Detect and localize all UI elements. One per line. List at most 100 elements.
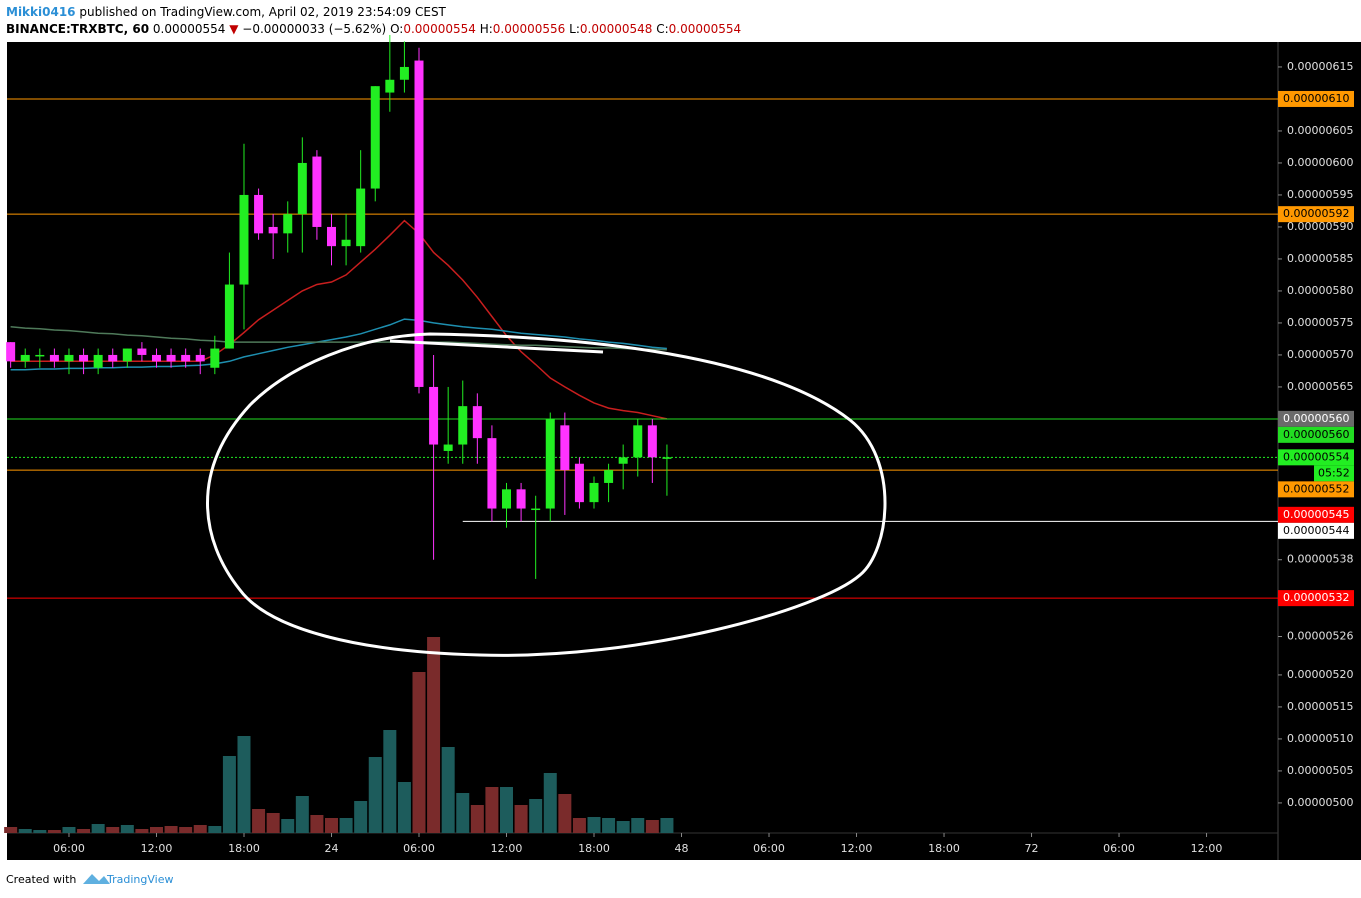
annotation [206, 332, 887, 657]
candle-body [137, 348, 147, 355]
candle-body [6, 342, 16, 362]
candle-body [35, 354, 45, 357]
x-tick-label: 12:00 [1191, 842, 1223, 855]
candle-body [443, 444, 453, 451]
volume-bar [33, 830, 47, 833]
down-arrow: ▼ [229, 22, 239, 36]
x-tick-label: 06:00 [53, 842, 85, 855]
published: published on TradingView.com, April 02, … [79, 5, 446, 19]
candle-body [166, 354, 176, 362]
y-tick-label: 0.00000600 [1287, 156, 1353, 169]
volume-bar [4, 827, 18, 833]
volume-bar [310, 815, 324, 833]
candle-body [268, 226, 278, 234]
price-label: 0.00000610 [1283, 92, 1349, 105]
price-label-box [1278, 522, 1354, 539]
high-label: H: [480, 22, 493, 36]
candle-body [662, 457, 672, 459]
volume-bar [164, 826, 178, 833]
candle-body [545, 418, 555, 509]
price-label-box [1278, 90, 1354, 107]
candle-body [20, 354, 30, 362]
volume-bar [397, 782, 411, 833]
volume-bar [631, 818, 645, 833]
volume-bar [470, 805, 484, 833]
candle-body [531, 508, 541, 511]
author[interactable]: Mikki0416 [6, 5, 76, 19]
candle-body [312, 156, 322, 227]
change: −0.00000033 (−5.62%) [242, 22, 386, 36]
candle-body [49, 354, 59, 362]
footer-created: Created with [6, 873, 76, 886]
candle-body [239, 194, 249, 285]
open: 0.00000554 [403, 22, 476, 36]
candle-body [93, 354, 103, 368]
volume-bar [485, 787, 499, 833]
candle-body [589, 482, 599, 503]
candle-body [181, 354, 191, 362]
volume-bar [149, 827, 163, 833]
candle-body [210, 348, 220, 368]
y-tick-label: 0.00000580 [1287, 284, 1353, 297]
volume-bar [602, 818, 616, 833]
x-tick-label: 72 [1025, 842, 1039, 855]
low: 0.00000548 [580, 22, 653, 36]
price-label: 0.00000560 [1283, 412, 1349, 425]
x-tick-label: 48 [675, 842, 689, 855]
candle-body [487, 438, 497, 509]
candle-body [283, 214, 293, 234]
price-label-box [1278, 206, 1354, 223]
price-label: 0.00000592 [1283, 207, 1349, 220]
symbol: BINANCE:TRXBTC, 60 [6, 22, 149, 36]
volume-bar [456, 793, 470, 833]
x-tick-label: 24 [324, 842, 338, 855]
volume-bar [616, 821, 630, 833]
candle-body [341, 239, 351, 247]
last-price: 0.00000554 [153, 22, 226, 36]
volume-bar [62, 827, 76, 833]
moving-average [10, 326, 667, 351]
countdown: 05:52 [1318, 466, 1350, 479]
y-tick-label: 0.00000590 [1287, 220, 1353, 233]
footer-brand[interactable]: TradingView [106, 873, 173, 886]
volume-bar [295, 796, 309, 833]
volume-bar [514, 805, 528, 833]
price-label: 0.00000554 [1283, 450, 1349, 463]
candle-body [151, 354, 161, 362]
y-tick-label: 0.00000515 [1287, 700, 1353, 713]
candle-body [618, 457, 628, 464]
candle-body [224, 284, 234, 349]
y-tick-label: 0.00000520 [1287, 668, 1353, 681]
price-label-box [1278, 426, 1354, 443]
candle-body [502, 489, 512, 509]
candle-body [472, 406, 482, 439]
volume-bar [135, 829, 149, 833]
moving-average [10, 219, 668, 420]
volume-bar [500, 787, 514, 833]
volume-bar [47, 830, 61, 833]
price-label-box [1278, 590, 1354, 607]
close-label: C: [656, 22, 668, 36]
volume-bar [324, 818, 338, 833]
candle-body [604, 470, 614, 483]
volume-bar [587, 817, 601, 833]
candle-body [399, 66, 409, 80]
volume-bar [252, 809, 266, 833]
volume-bar [660, 818, 674, 833]
price-label: 0.00000552 [1283, 482, 1349, 495]
candle-body [108, 354, 118, 362]
price-label-box [1278, 410, 1354, 427]
volume-bar [91, 824, 105, 833]
chart-background [7, 42, 1361, 860]
price-label-box [1278, 481, 1354, 498]
y-tick-label: 0.00000575 [1287, 316, 1353, 329]
volume-bar [120, 825, 134, 833]
volume-bar [572, 818, 586, 833]
candle-body [297, 162, 307, 215]
x-tick-label: 12:00 [491, 842, 523, 855]
y-tick-label: 0.00000526 [1287, 630, 1353, 643]
price-label-box [1278, 449, 1354, 466]
tradingview-logo[interactable] [83, 874, 110, 884]
x-tick-label: 12:00 [841, 842, 873, 855]
